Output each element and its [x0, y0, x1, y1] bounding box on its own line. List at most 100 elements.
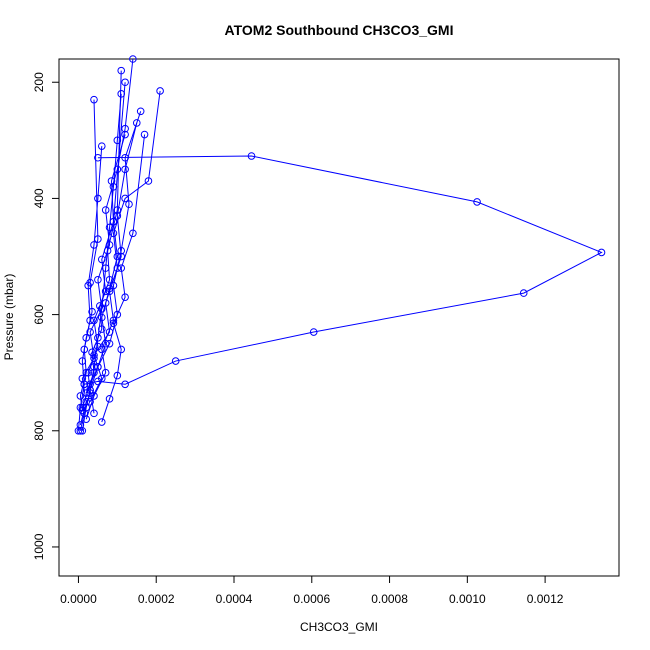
y-axis: 200 400 600 800 1000: [32, 72, 60, 560]
series-line: [85, 122, 138, 420]
data-point: [97, 325, 106, 333]
data-point: [76, 403, 85, 412]
data-point: [86, 386, 94, 394]
data-point: [90, 409, 98, 418]
x-tick-label: 0.0008: [371, 592, 408, 606]
data-point: [76, 392, 85, 400]
data-point: [97, 374, 106, 383]
data-point: [101, 299, 110, 307]
data-point: [140, 130, 149, 139]
series-line: [101, 134, 146, 423]
series-line: [89, 82, 126, 414]
data-point: [82, 397, 91, 406]
data-point: [473, 198, 481, 206]
x-tick-label: 0.0004: [216, 592, 253, 606]
data-point: [121, 165, 129, 174]
data-point: [80, 345, 89, 354]
data-point: [156, 87, 164, 95]
series-line: [79, 134, 126, 431]
data-point: [117, 345, 126, 354]
data-point: [121, 380, 129, 389]
data-point: [136, 107, 145, 116]
data-point: [113, 310, 122, 319]
x-axis-label: CH3CO3_GMI: [300, 620, 378, 634]
series-4: [76, 130, 129, 435]
x-tick-label: 0.0002: [138, 592, 175, 606]
data-point: [94, 235, 102, 243]
data-point: [76, 426, 85, 435]
data-point: [97, 142, 106, 150]
data-point: [86, 278, 94, 287]
data-point: [86, 328, 94, 336]
series-9: [97, 130, 149, 426]
data-point: [121, 78, 129, 87]
data-point: [309, 328, 318, 336]
data-point: [96, 302, 104, 310]
data-point: [101, 368, 110, 377]
data-point: [88, 348, 96, 357]
data-point: [121, 153, 129, 162]
x-tick-label: 0.0010: [449, 592, 486, 606]
data-point: [117, 264, 126, 272]
series-line: [77, 99, 99, 431]
x-tick-label: 0.0000: [60, 592, 97, 606]
data-point: [90, 368, 98, 377]
data-point: [105, 328, 114, 336]
data-point: [519, 289, 528, 297]
plot-frame: [58, 58, 620, 577]
data-point: [90, 95, 98, 104]
data-point: [86, 380, 94, 389]
data-point: [129, 55, 137, 63]
series-layer: [74, 55, 606, 435]
data-point: [82, 334, 91, 342]
data-point: [117, 252, 126, 261]
y-tick-label: 600: [32, 304, 46, 324]
data-point: [97, 418, 106, 426]
y-axis-label: Pressure (mbar): [2, 274, 16, 361]
data-point: [247, 152, 256, 160]
data-point: [94, 363, 102, 371]
data-point: [121, 293, 129, 301]
data-point: [103, 246, 112, 255]
data-point: [84, 368, 92, 377]
data-point: [101, 339, 110, 348]
data-point: [101, 206, 110, 214]
data-point: [109, 229, 118, 238]
data-point: [105, 395, 114, 403]
data-point: [86, 316, 94, 325]
y-tick-label: 400: [32, 188, 46, 208]
data-point: [113, 371, 122, 380]
data-point: [80, 380, 89, 389]
data-point: [86, 397, 94, 406]
data-point: [121, 194, 129, 203]
data-point: [171, 357, 180, 365]
data-point: [105, 339, 114, 348]
x-tick-label: 0.0012: [527, 592, 564, 606]
data-point: [597, 248, 606, 257]
series-5: [78, 107, 145, 412]
data-point: [88, 307, 96, 316]
data-point: [105, 275, 114, 284]
data-point: [109, 217, 118, 226]
series-11: [86, 78, 129, 418]
chart-title: ATOM2 Southbound CH3CO3_GMI: [225, 22, 454, 38]
data-point: [144, 177, 153, 185]
data-point: [107, 177, 116, 185]
y-tick-label: 200: [32, 72, 46, 92]
y-tick-label: 800: [32, 420, 46, 440]
x-axis: 0.0000 0.0002 0.0004 0.0006 0.0008 0.0010 0.00…: [60, 575, 564, 606]
data-point: [97, 313, 106, 322]
data-point: [125, 200, 133, 209]
data-point: [94, 194, 102, 203]
data-point: [94, 275, 102, 284]
data-point: [113, 252, 122, 261]
y-tick-label: 1000: [32, 533, 46, 560]
data-point: [129, 229, 137, 238]
data-point: [78, 357, 87, 365]
data-point: [78, 403, 87, 412]
data-point: [94, 334, 102, 342]
data-point: [105, 284, 114, 293]
data-point: [74, 426, 83, 435]
data-point: [132, 119, 141, 127]
